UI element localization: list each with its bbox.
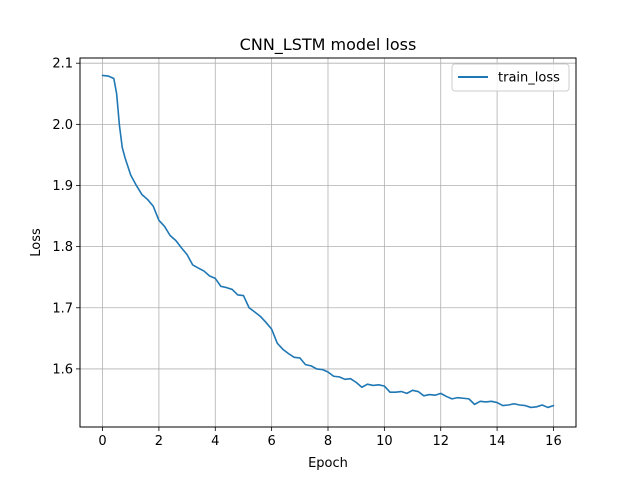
legend-box xyxy=(451,63,570,92)
chart-title: CNN_LSTM model loss xyxy=(240,35,417,55)
x-tick-label: 4 xyxy=(211,434,219,449)
legend: train_loss xyxy=(451,63,570,92)
x-tick-label: 8 xyxy=(324,434,332,449)
legend-label-train-loss: train_loss xyxy=(498,71,560,86)
x-tick-label: 12 xyxy=(432,434,449,449)
x-tick-label: 0 xyxy=(98,434,106,449)
y-tick-label: 1.7 xyxy=(52,301,73,316)
series-layer xyxy=(101,74,555,409)
x-tick-label: 2 xyxy=(155,434,163,449)
grid-layer xyxy=(80,58,576,427)
x-tick-label: 14 xyxy=(489,434,506,449)
y-tick-label: 2.1 xyxy=(52,57,73,72)
x-tick-label: 6 xyxy=(267,434,275,449)
tick-layer: 0 2 4 6 8 10 12 14 16 1.6 1.7 1.8 1.9 2.0 2.1 xyxy=(52,57,561,449)
y-tick-label: 2.0 xyxy=(52,118,73,133)
series-line-train-loss xyxy=(101,74,555,409)
y-tick-label: 1.6 xyxy=(52,362,73,377)
y-tick-label: 1.9 xyxy=(52,179,73,194)
x-axis-label: Epoch xyxy=(308,456,348,471)
x-tick-label: 10 xyxy=(376,434,393,449)
y-tick-label: 1.8 xyxy=(52,240,73,255)
x-tick-label: 16 xyxy=(545,434,562,449)
y-axis-label: Loss xyxy=(29,228,44,257)
